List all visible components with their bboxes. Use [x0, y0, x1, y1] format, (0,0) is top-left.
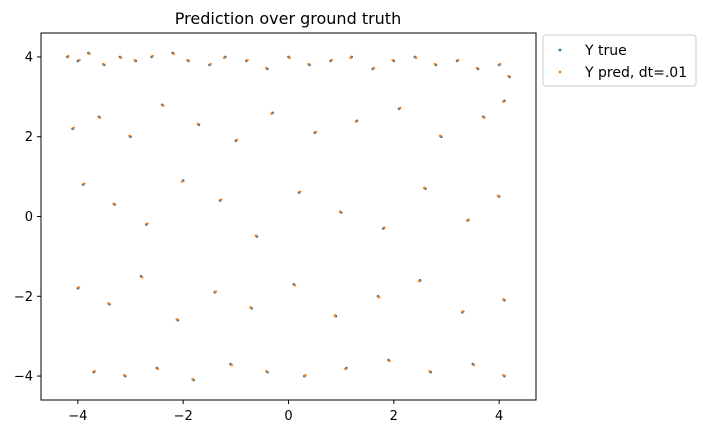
point-y-pred — [502, 298, 505, 301]
point-y-pred — [304, 373, 307, 377]
point-y-pred — [330, 58, 333, 62]
legend-label-y-true: Y true — [584, 43, 627, 59]
y-tick-label: −2 — [14, 290, 33, 305]
x-tick-label: −2 — [174, 409, 193, 424]
point-y-pred — [388, 359, 391, 363]
point-y-pred — [191, 377, 194, 381]
point-y-pred — [122, 373, 126, 377]
x-tick-label: 0 — [284, 409, 292, 424]
point-y-pred — [88, 52, 91, 56]
point-y-pred — [298, 190, 302, 194]
legend-marker-y-true — [558, 48, 562, 52]
point-y-pred — [483, 116, 486, 119]
point-y-pred — [293, 283, 297, 287]
point-y-pred — [180, 180, 184, 183]
point-y-pred — [270, 112, 273, 115]
chart-title: Prediction over ground truth — [175, 9, 401, 28]
point-y-pred — [498, 62, 502, 66]
point-y-pred — [78, 58, 81, 62]
x-tick-label: 2 — [390, 409, 398, 424]
point-y-pred — [472, 363, 476, 367]
y-tick-label: 2 — [25, 130, 33, 145]
point-y-pred — [265, 66, 268, 70]
y-tick-label: −4 — [14, 370, 33, 385]
point-y-pred — [146, 222, 149, 225]
point-y-pred — [151, 54, 154, 58]
point-y-pred — [186, 58, 189, 62]
plot-area: −4 −2 0 2 4 −4 −2 0 2 4 — [14, 32, 537, 424]
point-y-pred — [140, 275, 144, 279]
point-y-pred — [209, 62, 212, 66]
point-y-pred — [344, 367, 347, 371]
point-y-pred — [414, 56, 418, 60]
x-axis: −4 −2 0 2 4 — [68, 400, 503, 424]
point-y-pred — [333, 314, 337, 317]
point-y-pred — [338, 210, 342, 214]
legend-label-y-pred: Y pred, dt=.01 — [584, 65, 687, 81]
point-y-pred — [156, 367, 160, 371]
y-tick-label: 0 — [25, 210, 33, 225]
point-y-pred — [502, 373, 505, 377]
data-points — [66, 51, 511, 382]
point-y-pred — [67, 54, 70, 58]
point-y-pred — [391, 58, 395, 62]
point-y-pred — [77, 286, 81, 289]
point-y-pred — [128, 134, 131, 138]
point-y-pred — [475, 66, 479, 70]
y-tick-label: 4 — [25, 50, 33, 65]
point-y-pred — [288, 56, 291, 60]
point-y-pred — [235, 138, 239, 142]
point-y-pred — [456, 58, 460, 62]
point-y-pred — [101, 62, 105, 66]
point-y-pred — [314, 130, 318, 134]
point-y-pred — [93, 369, 97, 373]
point-y-pred — [467, 218, 470, 221]
point-y-pred — [383, 226, 386, 229]
point-y-pred — [196, 122, 200, 126]
x-tick-label: −4 — [68, 409, 87, 424]
point-y-pred — [107, 302, 110, 305]
point-y-pred — [172, 52, 175, 56]
x-tick-label: 4 — [495, 409, 503, 424]
point-y-pred — [219, 198, 223, 202]
point-y-pred — [417, 279, 421, 283]
y-axis: −4 −2 0 2 4 — [14, 50, 41, 385]
legend-marker-y-pred — [558, 70, 562, 74]
legend: Y true Y pred, dt=.01 — [542, 34, 697, 87]
point-y-pred — [438, 134, 442, 138]
point-y-pred — [161, 104, 165, 107]
point-y-pred — [265, 369, 268, 373]
point-y-pred — [133, 58, 137, 62]
point-y-pred — [502, 100, 505, 103]
point-y-pred — [349, 56, 352, 60]
point-y-pred — [214, 290, 218, 293]
point-y-pred — [230, 363, 233, 367]
point-y-pred — [433, 62, 437, 66]
point-y-pred — [307, 62, 310, 66]
point-y-pred — [254, 234, 258, 237]
point-y-pred — [507, 74, 510, 78]
point-y-pred — [249, 306, 252, 309]
point-y-pred — [98, 116, 102, 119]
point-y-pred — [398, 106, 402, 110]
point-y-pred — [354, 120, 358, 123]
point-y-pred — [372, 66, 376, 70]
point-y-pred — [246, 58, 249, 62]
point-y-pred — [72, 126, 75, 130]
point-y-pred — [496, 194, 500, 198]
point-y-pred — [112, 202, 115, 206]
point-y-pred — [428, 369, 431, 373]
legend-frame — [542, 34, 697, 87]
point-y-pred — [222, 56, 226, 60]
point-y-pred — [119, 56, 123, 60]
point-y-pred — [175, 318, 179, 321]
point-y-pred — [423, 186, 426, 190]
point-y-pred — [462, 310, 465, 313]
point-y-pred — [82, 182, 86, 186]
point-y-pred — [377, 295, 381, 299]
